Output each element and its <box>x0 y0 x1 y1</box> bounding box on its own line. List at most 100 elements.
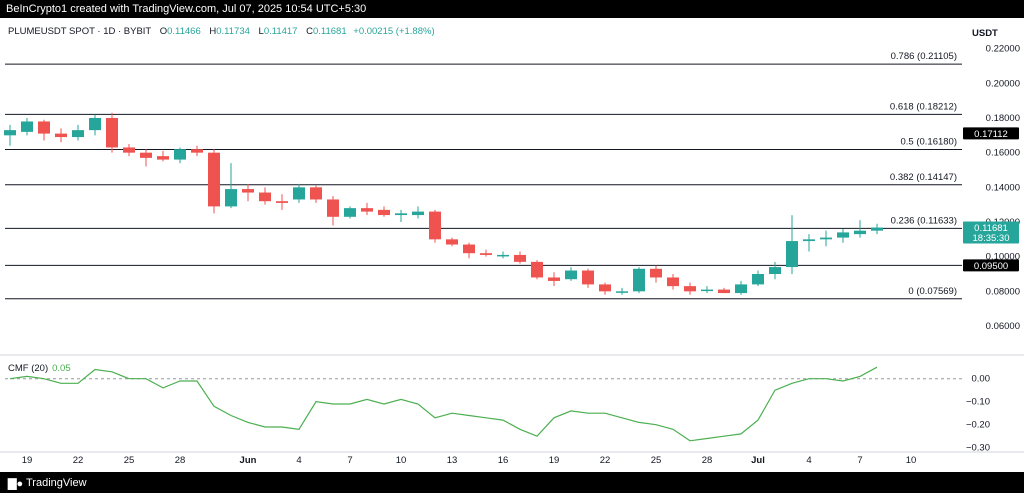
cmf-tick-label: −0.30 <box>966 443 990 454</box>
axes: 0.060000.080000.100000.120000.140000.160… <box>22 44 1020 466</box>
price-tick-label: 0.10000 <box>986 252 1020 263</box>
candle-down <box>242 189 254 193</box>
fib-label: 0.786 (0.21105) <box>891 51 957 62</box>
high-key: H <box>209 26 217 37</box>
candle-down <box>684 286 696 292</box>
candle-down <box>123 147 135 153</box>
candle-down <box>446 239 458 245</box>
candle-up <box>174 149 186 160</box>
price-badge-label: 0.17112 <box>974 129 1008 140</box>
close-value: 0.11681 <box>312 26 347 37</box>
candle-down <box>157 156 169 160</box>
cmf-tick-label: 0.00 <box>972 374 991 385</box>
candle-up <box>395 213 407 216</box>
candle-down <box>429 211 441 240</box>
time-tick-label: Jun <box>240 455 257 466</box>
time-tick-label: 10 <box>906 455 917 466</box>
candle-down <box>191 149 203 153</box>
candle-down <box>582 270 594 285</box>
candle-up <box>871 227 883 231</box>
candle-up <box>497 254 509 257</box>
time-tick-label: 7 <box>347 455 352 466</box>
candle-down <box>531 261 543 278</box>
time-tick-label: 22 <box>600 455 611 466</box>
price-tick-label: 0.22000 <box>986 44 1020 55</box>
change-value: +0.00215 (+1.88%) <box>353 26 435 37</box>
chart-canvas: 0.786 (0.21105) 0.618 (0.18212) 0.5 (0.161… <box>0 44 1024 466</box>
candle-down <box>514 254 526 262</box>
cmf-legend: CMF (20) 0.05 <box>8 363 71 374</box>
candle-up <box>72 130 84 138</box>
candle-down <box>480 253 492 255</box>
candle-down <box>140 152 152 158</box>
candle-up <box>701 289 713 292</box>
fib-label: 0.382 (0.14147) <box>890 172 957 183</box>
candle-down <box>378 209 390 216</box>
time-tick-label: 7 <box>857 455 862 466</box>
price-badge-label: 0.09500 <box>974 261 1008 272</box>
cmf-title: CMF (20) <box>8 363 49 374</box>
price-tick-label: 0.16000 <box>986 148 1020 159</box>
time-tick-label: 4 <box>806 455 811 466</box>
high-value: 0.11734 <box>216 26 250 37</box>
candle-down <box>55 133 67 138</box>
candle-down <box>548 277 560 281</box>
price-badge <box>963 221 1019 244</box>
candle-down <box>718 289 730 294</box>
price-unit-label: USDT <box>972 28 998 39</box>
watermark-bar: BeInCrypto1 created with TradingView.com… <box>0 0 1024 18</box>
close-key: C <box>306 26 313 37</box>
candle-up <box>616 291 628 293</box>
fib-label: 0.5 (0.16180) <box>900 137 957 148</box>
candle-up <box>735 284 747 294</box>
candle-down <box>667 277 679 287</box>
fib-label: 0.618 (0.18212) <box>890 101 957 112</box>
price-tick-label: 0.18000 <box>986 113 1020 124</box>
candle-up <box>803 239 815 242</box>
time-tick-label: 19 <box>549 455 560 466</box>
time-tick-label: 4 <box>296 455 301 466</box>
candle-down <box>38 121 50 134</box>
candle-up <box>4 130 16 136</box>
price-badge <box>963 259 1019 272</box>
candle-up <box>837 232 849 238</box>
candle-up <box>344 208 356 217</box>
time-tick-label: 25 <box>124 455 135 466</box>
candle-up <box>633 268 645 292</box>
symbol-title: PLUMEUSDT SPOT · 1D · BYBIT <box>8 26 152 37</box>
tradingview-logo-icon: ▇● <box>8 478 24 490</box>
price-tick-label: 0.14000 <box>986 182 1020 193</box>
open-value: 0.11466 <box>167 26 201 37</box>
fib-label: 0 (0.07569) <box>908 286 957 297</box>
open-key: O <box>159 26 168 37</box>
candle-up <box>225 189 237 207</box>
price-tick-label: 0.08000 <box>986 286 1020 297</box>
price-tick-label: 0.06000 <box>986 321 1020 332</box>
time-tick-label: 22 <box>73 455 84 466</box>
time-tick-label: 25 <box>651 455 662 466</box>
grid <box>0 354 1024 453</box>
candle-down <box>650 268 662 278</box>
candle-up <box>820 237 832 240</box>
brand-name: TradingView <box>26 477 87 489</box>
candle-up <box>786 241 798 268</box>
cmf-tick-label: −0.20 <box>966 420 990 431</box>
time-tick-label: 28 <box>175 455 186 466</box>
candle-down <box>361 208 373 212</box>
cmf-tick-label: −0.10 <box>966 397 990 408</box>
candle-down <box>310 187 322 200</box>
price-badge <box>963 127 1019 140</box>
candle-down <box>327 199 339 217</box>
candle-up <box>854 230 866 235</box>
time-tick-label: 28 <box>702 455 713 466</box>
candle-down <box>599 284 611 292</box>
candle-down <box>463 244 475 254</box>
price-badge-label: 0.11681 <box>974 223 1008 234</box>
low-key: L <box>258 26 264 37</box>
candle-up <box>89 118 101 131</box>
fib-label: 0.236 (0.11633) <box>891 215 957 226</box>
candle-up <box>769 267 781 274</box>
candle-up <box>293 187 305 200</box>
time-tick-label: Jul <box>751 455 765 466</box>
